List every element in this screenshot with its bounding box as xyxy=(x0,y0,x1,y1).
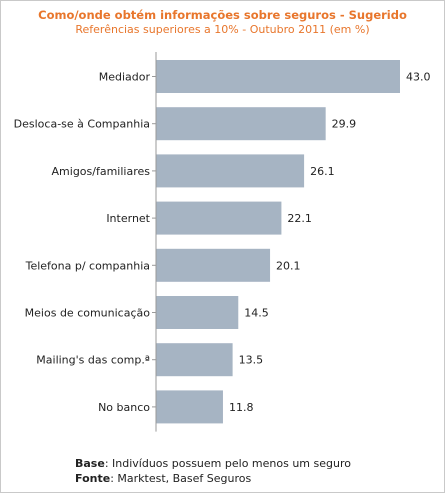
category-label: Mediador xyxy=(99,71,151,84)
category-label: Desloca-se à Companhia xyxy=(14,118,150,131)
bar xyxy=(156,60,400,93)
bar xyxy=(156,201,282,235)
bar xyxy=(156,107,326,141)
category-label: Internet xyxy=(106,212,150,225)
category-label: Meios de comunicação xyxy=(25,307,151,320)
base-label: Base xyxy=(75,457,105,470)
value-label: 26.1 xyxy=(310,165,335,178)
footnote-base: Base: Indivíduos possuem pelo menos um s… xyxy=(75,457,351,470)
bar xyxy=(156,390,223,424)
chart-title: Como/onde obtém informações sobre seguro… xyxy=(38,8,407,22)
fonte-label: Fonte xyxy=(75,472,111,485)
value-label: 14.5 xyxy=(244,307,268,320)
bar xyxy=(156,296,239,329)
category-label: No banco xyxy=(98,401,150,414)
value-label: 13.5 xyxy=(239,354,264,367)
value-label: 20.1 xyxy=(276,259,301,272)
chart-subtitle: Referências superiores a 10% - Outubro 2… xyxy=(75,23,370,36)
value-label: 43.0 xyxy=(406,71,431,84)
fonte-text: : Marktest, Basef Seguros xyxy=(110,472,252,485)
footnote-fonte: Fonte: Marktest, Basef Seguros xyxy=(75,472,251,485)
bar xyxy=(156,154,305,188)
bar xyxy=(156,248,271,282)
base-text: : Indivíduos possuem pelo menos um segur… xyxy=(104,457,351,470)
category-label: Amigos/familiares xyxy=(52,165,151,178)
value-label: 22.1 xyxy=(287,212,312,225)
value-label: 11.8 xyxy=(229,401,254,414)
category-label: Mailing's das comp.ª xyxy=(36,354,150,367)
bar xyxy=(156,343,233,377)
value-label: 29.9 xyxy=(332,118,357,131)
category-label: Telefona p/ companhia xyxy=(25,259,150,272)
